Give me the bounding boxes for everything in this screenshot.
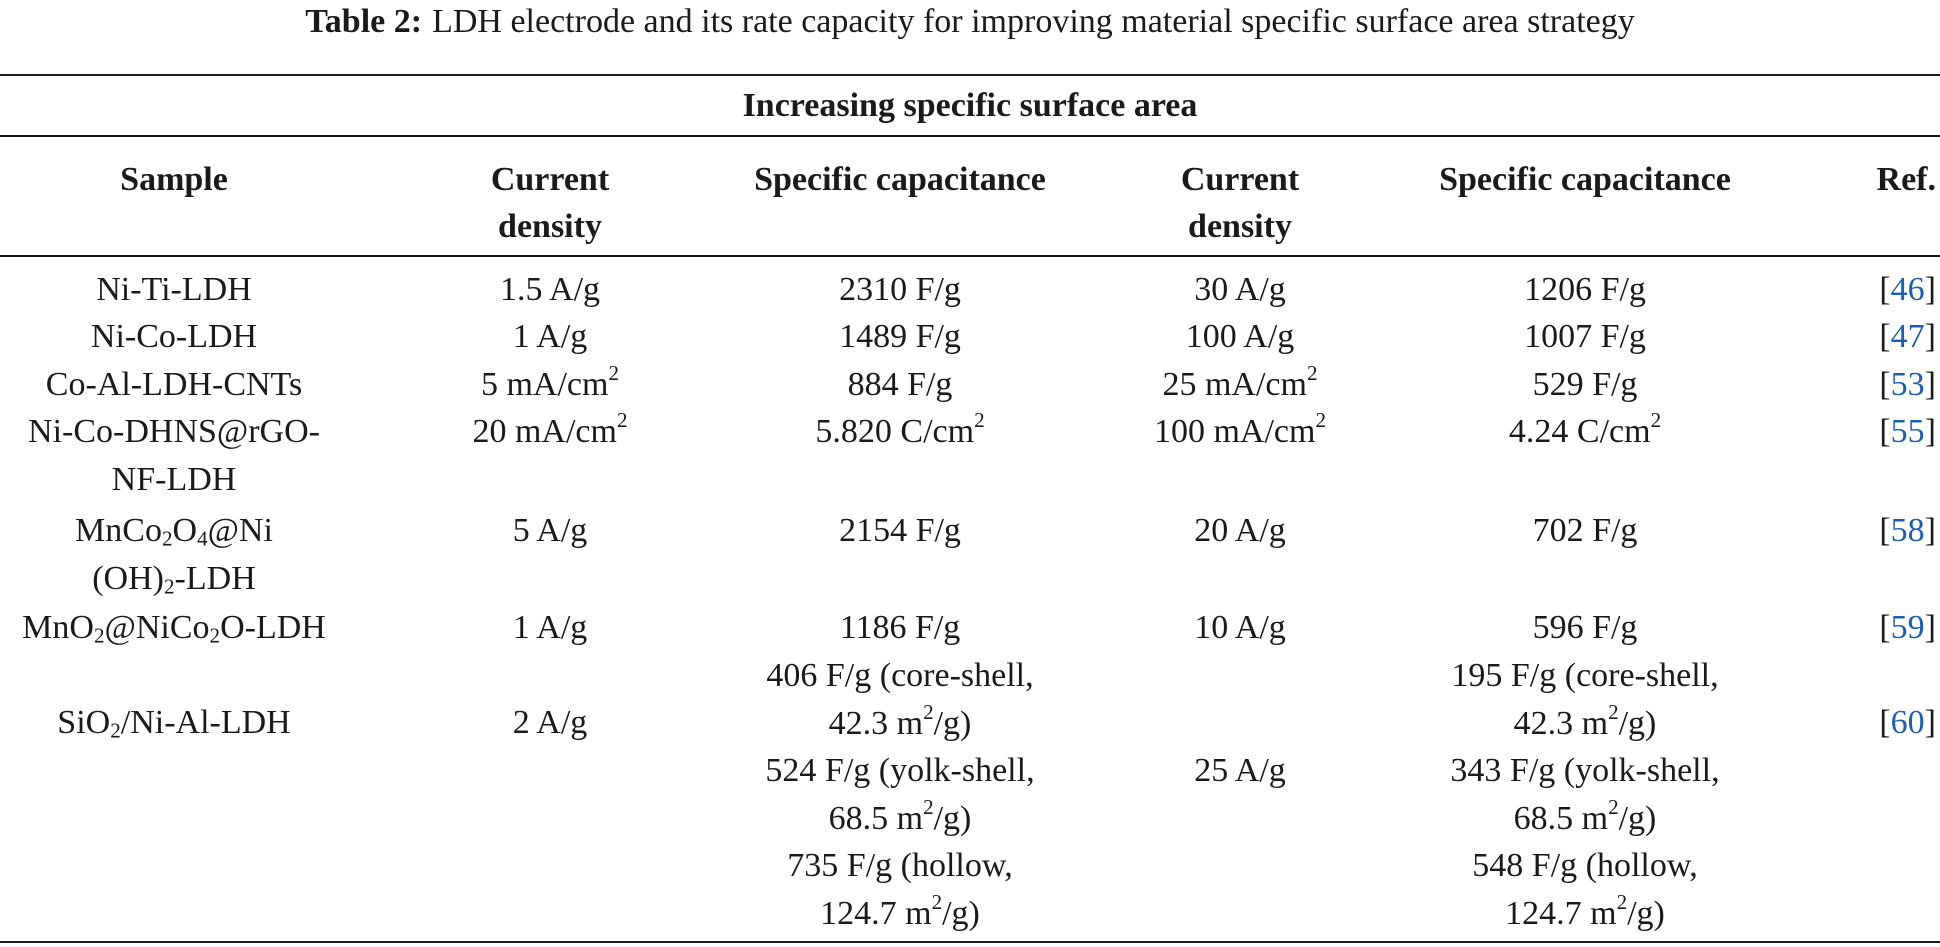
cell-current-density-2: 20 A/g	[1194, 512, 1286, 549]
cell-current-density-2: 100 mA/cm2	[1153, 407, 1327, 450]
cell-specific-capacitance-1-hollow: 735 F/g (hollow, 124.7 m2/g)	[787, 847, 1013, 932]
cell-specific-capacitance-2-hollow: 548 F/g (hollow, 124.7 m2/g)	[1472, 847, 1698, 932]
cell-ref: [46]	[1879, 271, 1936, 308]
caption-text: LDH electrode and its rate capacity for …	[432, 3, 1635, 40]
cell-current-density-2: 10 A/g	[1194, 609, 1286, 646]
cell-sample: MnO2@NiCo2O-LDH	[22, 609, 326, 648]
cell-current-density-2: 100 A/g	[1185, 318, 1295, 355]
cell-sample: Ni-Co-LDH	[90, 318, 258, 355]
cell-specific-capacitance-2: 4.24 C/cm2	[1508, 407, 1662, 450]
cell-specific-capacitance-2: 1007 F/g	[1524, 318, 1646, 355]
cell-specific-capacitance-1: 5.820 C/cm2	[815, 407, 985, 450]
column-header-specific-capacitance-2: Specific capacitance	[1439, 161, 1731, 198]
cell-current-density-1: 1 A/g	[512, 609, 588, 646]
cell-current-density-2: 30 A/g	[1194, 271, 1286, 308]
column-header-rule	[0, 255, 1940, 257]
cell-specific-capacitance-1: 2154 F/g	[839, 512, 961, 549]
cell-specific-capacitance-1-yolk-shell: 524 F/g (yolk-shell, 68.5 m2/g)	[765, 752, 1035, 837]
column-header-ref: Ref.	[1876, 161, 1936, 198]
ref-link[interactable]: 47	[1890, 318, 1925, 355]
column-header-current-density-1: Current density	[490, 161, 610, 245]
cell-ref: [55]	[1879, 413, 1936, 450]
ref-link[interactable]: 53	[1890, 366, 1925, 403]
column-header-specific-capacitance-1: Specific capacitance	[754, 161, 1046, 198]
ref-link[interactable]: 55	[1890, 413, 1925, 450]
group-header: Increasing specific surface area	[742, 87, 1198, 124]
cell-current-density-1: 5 A/g	[512, 512, 588, 549]
cell-sample: MnCo2O4@Ni (OH)2-LDH	[75, 512, 273, 599]
cell-current-density-1: 20 mA/cm2	[472, 407, 628, 450]
cell-current-density-2: 25 mA/cm2	[1162, 360, 1318, 403]
cell-sample: Ni-Ti-LDH	[96, 271, 252, 308]
cell-specific-capacitance-2: 702 F/g	[1532, 512, 1638, 549]
cell-current-density-1: 1 A/g	[512, 318, 588, 355]
cell-specific-capacitance-2: 596 F/g	[1532, 609, 1638, 646]
ref-link[interactable]: 58	[1890, 512, 1925, 549]
cell-specific-capacitance-2: 1206 F/g	[1524, 271, 1646, 308]
cell-ref: [58]	[1879, 512, 1936, 549]
table-caption: Table 2: LDH electrode and its rate capac…	[0, 0, 1940, 44]
cell-specific-capacitance-2: 529 F/g	[1532, 366, 1638, 403]
caption-label: Table 2:	[305, 3, 423, 40]
cell-specific-capacitance-1: 1186 F/g	[839, 609, 961, 646]
column-header-current-density-2: Current density	[1180, 161, 1300, 245]
table-bottom-rule	[0, 941, 1940, 943]
cell-specific-capacitance-1: 1489 F/g	[839, 318, 961, 355]
cell-specific-capacitance-1: 884 F/g	[847, 366, 953, 403]
cell-sample: Co-Al-LDH-CNTs	[45, 366, 303, 403]
cell-specific-capacitance-2-core-shell: 195 F/g (core-shell, 42.3 m2/g)	[1451, 657, 1719, 742]
cell-ref: [47]	[1879, 318, 1936, 355]
ref-link[interactable]: 60	[1890, 704, 1925, 741]
cell-sample: Ni-Co-DHNS@rGO- NF-LDH	[28, 413, 320, 498]
cell-ref: [53]	[1879, 366, 1936, 403]
column-header-sample: Sample	[120, 161, 228, 198]
cell-current-density-1: 5 mA/cm2	[480, 360, 620, 403]
cell-ref: [60]	[1879, 704, 1936, 741]
cell-sample: SiO2/Ni-Al-LDH	[57, 704, 291, 743]
ref-link[interactable]: 59	[1890, 609, 1925, 646]
cell-current-density-1: 1.5 A/g	[499, 271, 601, 308]
table-top-rule	[0, 74, 1940, 76]
cell-specific-capacitance-1: 2310 F/g	[839, 271, 961, 308]
group-header-rule	[0, 135, 1940, 137]
cell-current-density-2: 25 A/g	[1194, 752, 1286, 789]
cell-specific-capacitance-1-core-shell: 406 F/g (core-shell, 42.3 m2/g)	[766, 657, 1034, 742]
cell-specific-capacitance-2-yolk-shell: 343 F/g (yolk-shell, 68.5 m2/g)	[1450, 752, 1720, 837]
cell-ref: [59]	[1879, 609, 1936, 646]
ref-link[interactable]: 46	[1890, 271, 1925, 308]
cell-current-density-1: 2 A/g	[512, 704, 588, 741]
